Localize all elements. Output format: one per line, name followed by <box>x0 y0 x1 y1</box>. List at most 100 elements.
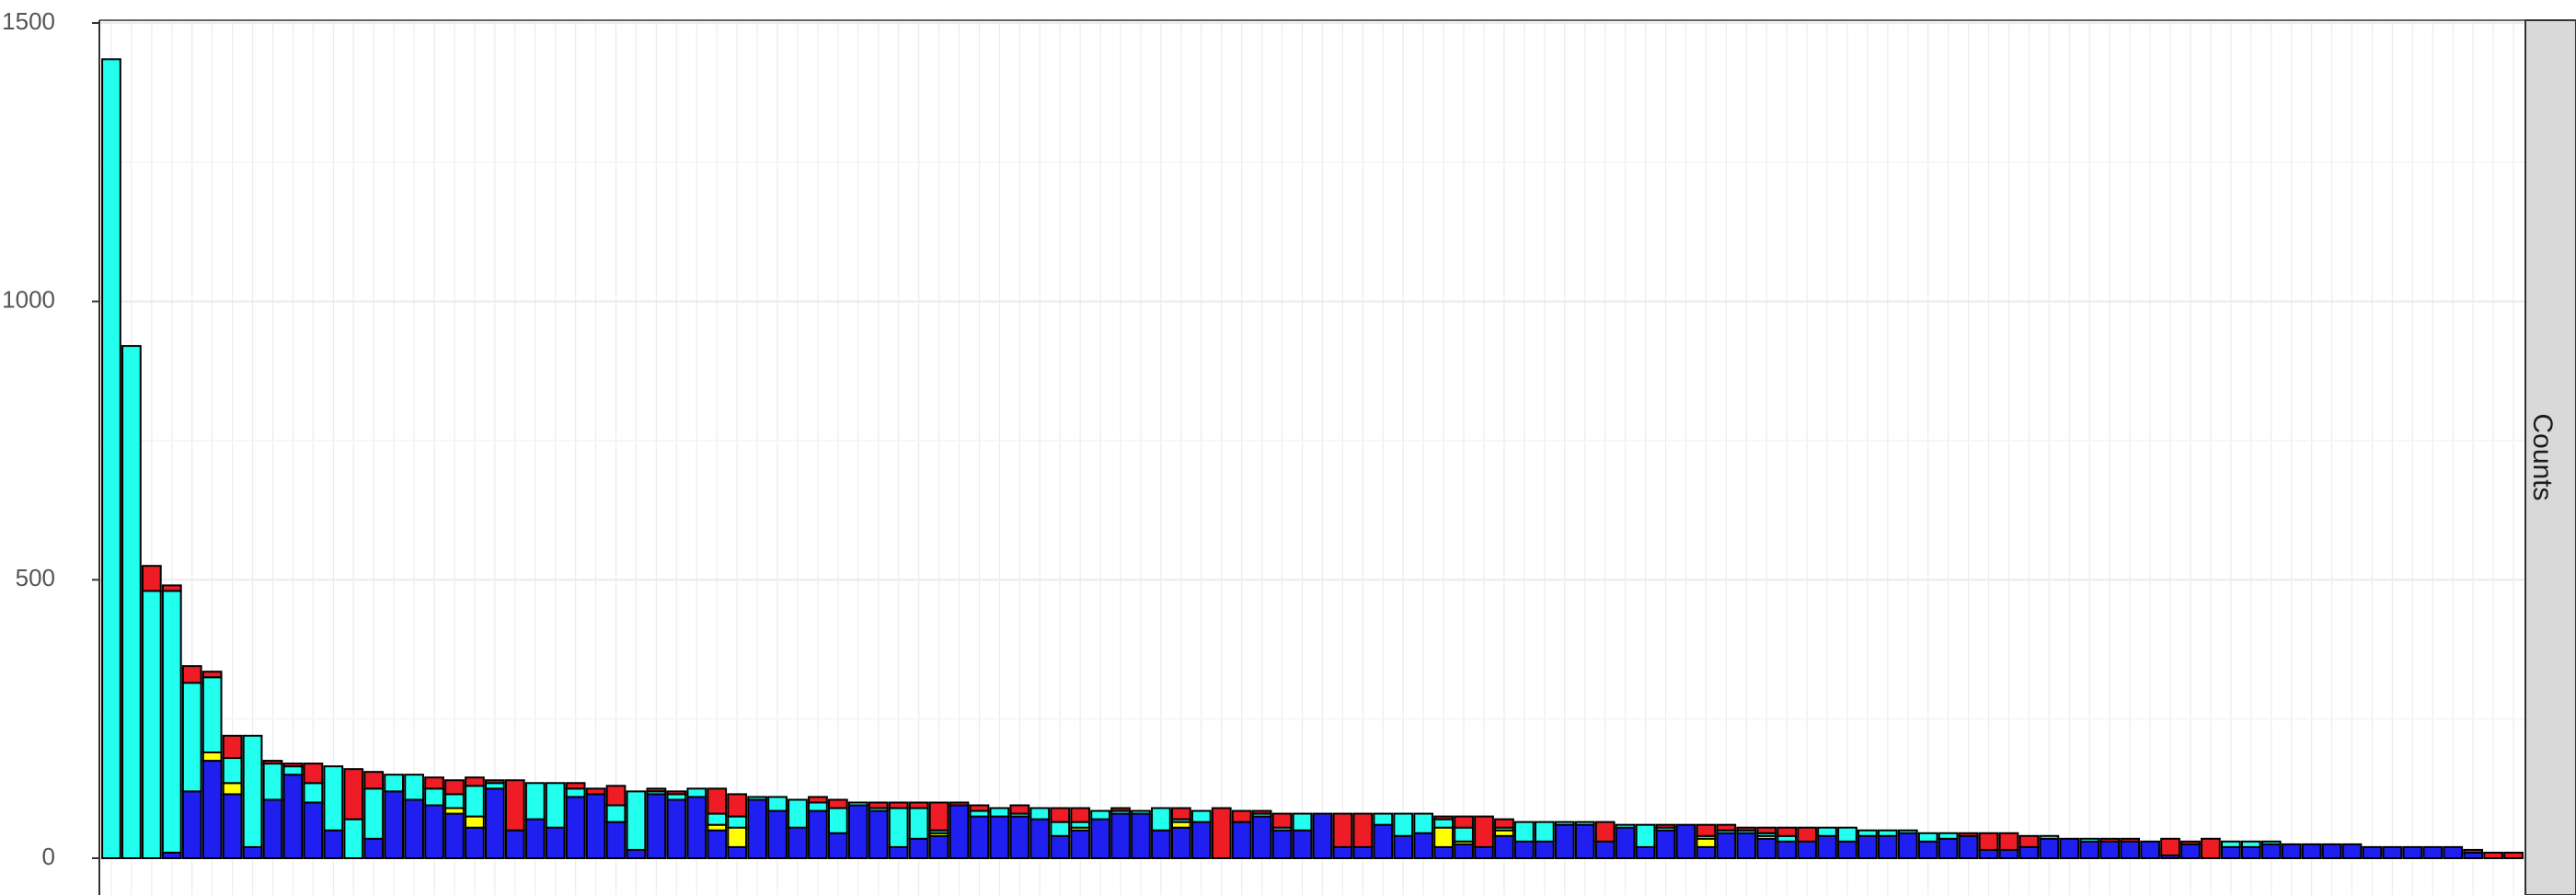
bar-segment-blue <box>1352 845 1374 860</box>
bar-segment-yellow <box>465 815 485 829</box>
minor-gridlines <box>99 20 2525 895</box>
bar-segment-blue <box>242 845 263 860</box>
bar-segment-red <box>1797 826 1817 843</box>
bar-segment-red <box>161 584 182 592</box>
bar-segment-red <box>1978 832 1999 851</box>
bar-segment-cyan <box>828 807 848 834</box>
bar-stack <box>2059 837 2080 859</box>
bar-stack <box>1110 807 1131 860</box>
bar-segment-red <box>2099 837 2121 843</box>
bar-stack <box>2402 845 2423 860</box>
facet-strip-label: Counts <box>2527 413 2558 500</box>
bar-segment-blue <box>2039 837 2060 859</box>
bar-segment-cyan <box>1877 829 1898 837</box>
bar-stack <box>2039 834 2060 859</box>
bar-segment-red <box>484 779 505 785</box>
bar-stack <box>767 796 788 859</box>
bar-stack <box>1393 812 1414 859</box>
bar-segment-blue <box>1190 820 1212 860</box>
bar-segment-blue <box>363 837 385 859</box>
bar-segment-cyan <box>323 765 344 832</box>
bar-stack <box>888 801 909 860</box>
bar-segment-cyan <box>404 774 424 801</box>
bar-segment-blue <box>1958 834 1979 859</box>
bar-segment-cyan <box>1029 807 1051 820</box>
bar-segment-cyan <box>343 818 364 860</box>
bar-segment-blue <box>2120 840 2141 860</box>
bar-stack <box>2018 834 2040 860</box>
bar-stack <box>2160 837 2180 859</box>
bar-segment-yellow <box>727 826 748 848</box>
bar-segment-blue <box>1978 848 1999 859</box>
bar-stack <box>1716 823 1737 860</box>
bar-segment-red <box>1251 809 1272 815</box>
bar-stack <box>1090 809 1110 860</box>
bar-segment-red <box>2180 840 2201 845</box>
bar-stack <box>2201 837 2221 859</box>
bar-segment-blue <box>1857 834 1878 859</box>
bar-segment-cyan <box>788 798 808 829</box>
bar-segment-blue <box>1070 829 1091 859</box>
bar-stack <box>908 801 929 859</box>
bar-segment-blue <box>201 760 223 860</box>
y-tick-label: 0 <box>42 843 55 870</box>
bar-stack <box>2281 843 2302 859</box>
bar-segment-cyan <box>1574 820 1595 826</box>
bar-segment-cyan <box>444 793 465 809</box>
bar-segment-cyan <box>2260 840 2282 845</box>
bar-segment-yellow <box>1696 837 1717 848</box>
bar-segment-blue <box>2220 845 2241 860</box>
bar-segment-red <box>1756 826 1777 834</box>
bar-segment-yellow <box>1433 826 1454 848</box>
bar-segment-blue <box>465 826 485 860</box>
bar-segment-blue <box>1817 834 1837 859</box>
bar-segment-cyan <box>161 590 182 854</box>
bar-segment-blue <box>1655 829 1676 859</box>
bar-stack <box>524 782 546 860</box>
bar-stack <box>727 793 748 860</box>
bar-segment-blue <box>686 796 707 859</box>
bar-segment-blue <box>1615 826 1636 860</box>
bar-segment-red <box>1655 823 1676 829</box>
bar-segment-cyan <box>727 815 748 829</box>
bar-segment-cyan <box>989 807 1010 818</box>
bar-stack <box>1494 818 1514 859</box>
y-axis-ticks: 0 500 1000 1500 <box>2 7 99 870</box>
bar-segment-blue <box>2140 840 2160 860</box>
bar-segment-cyan <box>424 787 444 807</box>
bar-segment-blue <box>1534 840 1555 860</box>
bar-segment-cyan <box>747 796 767 801</box>
bar-stack <box>1756 826 1777 859</box>
bar-segment-cyan <box>1433 818 1454 829</box>
bar-stack <box>808 796 828 859</box>
bar-segment-blue <box>1837 840 1857 860</box>
bar-stack <box>1594 820 1616 860</box>
bar-stack <box>969 804 990 859</box>
bar-stack <box>1070 807 1091 859</box>
bar-segment-cyan <box>1897 829 1918 834</box>
bar-stack <box>2321 843 2342 859</box>
bar-stack <box>2220 840 2241 860</box>
bar-segment-blue <box>1877 834 1898 859</box>
bar-stack <box>1292 812 1313 859</box>
bar-stack <box>1998 832 2019 859</box>
bar-segment-blue <box>424 804 444 859</box>
bar-segment-cyan <box>282 765 304 776</box>
bar-segment-blue <box>788 826 808 860</box>
bar-stack <box>707 787 728 859</box>
bar-segment-red <box>2483 851 2503 860</box>
bar-segment-cyan <box>1837 826 1857 843</box>
bar-segment-blue <box>1474 845 1494 860</box>
bar-segment-blue <box>727 845 748 860</box>
bar-stack <box>444 779 465 860</box>
bar-segment-blue <box>2059 837 2080 859</box>
bar-segment-blue <box>1373 823 1394 859</box>
bar-stack <box>2120 837 2141 860</box>
y-tick-label: 1000 <box>2 286 55 314</box>
bar-segment-blue <box>1574 823 1595 859</box>
bar-stack <box>2180 840 2201 859</box>
bar-stack <box>2463 848 2484 860</box>
bar-segment-blue <box>2341 843 2363 859</box>
bar-stack <box>2382 845 2403 860</box>
bar-segment-red <box>969 804 990 812</box>
